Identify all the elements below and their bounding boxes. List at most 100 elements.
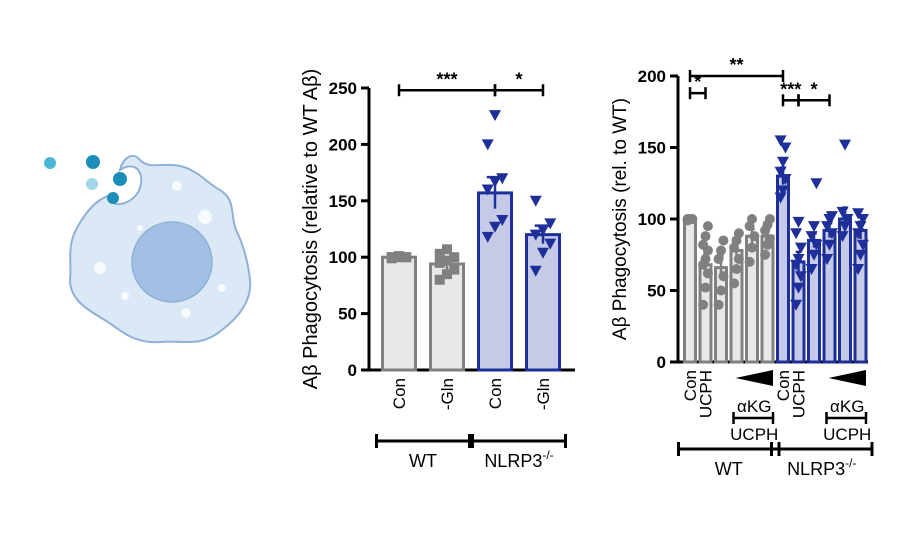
- significance-label: ***: [436, 69, 457, 89]
- abeta-particle-icon: [107, 192, 119, 204]
- vesicle: [181, 308, 191, 318]
- data-point: [808, 221, 820, 233]
- y-axis-label: Aβ Phagocytosis (rel. to WT): [610, 98, 631, 340]
- treatment-label: UCPH: [730, 425, 778, 444]
- data-point: [698, 239, 709, 250]
- vesicle: [137, 225, 143, 231]
- group-label: NLRP3-/-: [484, 448, 553, 471]
- y-tick-label: 200: [638, 67, 666, 86]
- data-point: [777, 156, 789, 168]
- data-point: [537, 247, 549, 259]
- bar: [838, 217, 852, 364]
- data-point: [434, 248, 445, 259]
- significance-label: ***: [780, 79, 801, 99]
- data-point: [729, 278, 740, 289]
- data-point: [760, 249, 771, 260]
- significance-label: *: [515, 69, 522, 89]
- data-point: [808, 249, 820, 261]
- data-point: [821, 254, 834, 266]
- data-point: [537, 225, 549, 237]
- data-point: [718, 271, 729, 282]
- y-axis-label: Aβ Phagocytosis (relative to WT Aβ): [300, 69, 322, 390]
- data-point: [810, 239, 823, 251]
- data-point: [716, 285, 726, 296]
- data-point: [856, 239, 869, 251]
- data-point: [481, 184, 494, 196]
- category-label: -Gln: [534, 378, 553, 410]
- data-point: [774, 166, 787, 178]
- bar: [429, 262, 465, 372]
- vesicle: [121, 292, 129, 300]
- data-point: [841, 214, 854, 225]
- data-point: [716, 245, 726, 256]
- category-label: Con: [774, 370, 793, 401]
- chart-akg-ucph: Aβ Phagocytosis (rel. to WT) 0 50 100 150 200…: [610, 55, 874, 479]
- bar: [776, 174, 790, 364]
- data-point: [747, 214, 757, 224]
- treatment-label: UCPH: [823, 425, 871, 444]
- category-label: Con: [681, 370, 700, 401]
- treatment-label: αKG: [830, 397, 864, 416]
- data-point: [529, 195, 542, 207]
- chart-glutamine-deprivation: Aβ Phagocytosis (relative to WT Aβ) 0 50 10…: [300, 69, 575, 471]
- vesicle: [94, 262, 106, 274]
- data-point: [792, 282, 805, 294]
- data-point: [394, 251, 404, 262]
- category-label: Con: [390, 378, 409, 409]
- data-point: [442, 244, 452, 255]
- data-point: [700, 254, 711, 265]
- data-point: [544, 238, 557, 250]
- data-point: [700, 231, 711, 242]
- data-point: [790, 228, 803, 240]
- data-point: [774, 135, 787, 147]
- vesicle: [198, 210, 212, 224]
- y-tick-label: 100: [329, 248, 357, 267]
- dose-ramp-icon: [828, 370, 866, 386]
- data-point: [779, 142, 792, 154]
- y-tick-label: 0: [657, 353, 666, 372]
- y-tick-label: 0: [348, 361, 357, 380]
- bar: [714, 266, 728, 364]
- data-point: [805, 264, 818, 276]
- data-point: [810, 178, 823, 190]
- data-point: [749, 231, 760, 242]
- data-point: [702, 221, 713, 232]
- data-point: [852, 208, 865, 220]
- bar: [381, 255, 417, 372]
- category-label: UCPH: [697, 370, 716, 418]
- data-point: [713, 254, 724, 265]
- data-point: [529, 229, 542, 241]
- significance-label: *: [694, 72, 701, 92]
- y-tick-label: 50: [338, 305, 357, 324]
- data-point: [544, 218, 557, 230]
- bar: [698, 263, 713, 364]
- category-label: Con: [486, 378, 505, 409]
- data-point: [442, 255, 452, 266]
- significance-label: **: [729, 55, 743, 75]
- data-point: [713, 299, 724, 310]
- vesicle: [172, 181, 182, 191]
- dose-ramp-icon: [735, 370, 773, 386]
- data-point: [698, 299, 709, 310]
- data-point: [386, 252, 397, 263]
- data-point: [489, 110, 501, 122]
- data-point: [434, 257, 445, 268]
- data-point: [702, 268, 713, 279]
- data-point: [794, 242, 807, 254]
- category-label: -Gln: [438, 378, 457, 410]
- data-point: [839, 139, 851, 151]
- data-point: [779, 173, 792, 185]
- data-point: [794, 271, 807, 283]
- y-tick-label: 200: [329, 135, 357, 154]
- data-point: [744, 256, 755, 267]
- data-point: [854, 249, 867, 261]
- group-label: WT: [715, 459, 743, 479]
- data-point: [805, 231, 818, 243]
- data-point: [496, 173, 509, 185]
- vesicle: [218, 284, 226, 292]
- y-tick-label: 150: [329, 192, 357, 211]
- data-point: [856, 214, 869, 225]
- data-point: [489, 176, 501, 188]
- data-point: [442, 269, 452, 280]
